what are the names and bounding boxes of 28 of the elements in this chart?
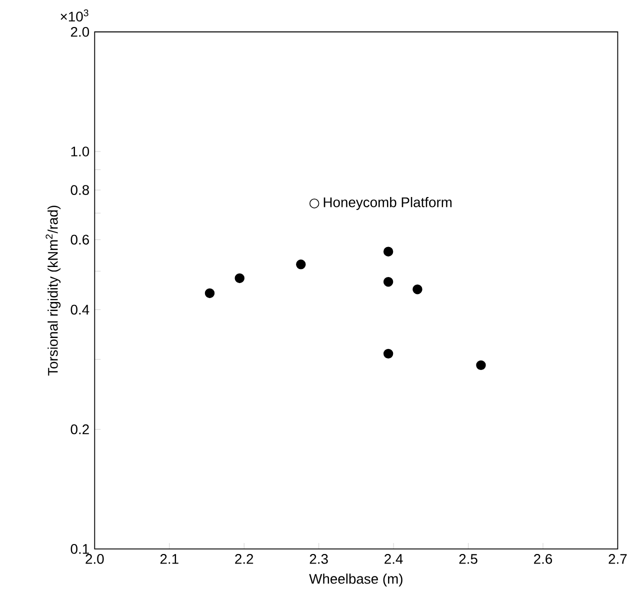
x-tick-label: 2.2	[235, 554, 254, 564]
y-tick-label: 0.2	[70, 424, 89, 434]
y-tick-label: 0.4	[70, 304, 90, 315]
y-axis-title: Torsional rigidity (kNm$^{2}$/rad)	[46, 206, 61, 376]
x-tick-label: 2.3	[310, 554, 328, 564]
point	[476, 360, 486, 370]
point	[204, 288, 215, 298]
point	[383, 277, 394, 287]
x-axis-title: Wheelbase (m)	[309, 574, 402, 587]
series-label: Honeycomb Platform	[324, 197, 452, 210]
y-tick-label: 0.6	[70, 234, 89, 245]
y-tick-label: 0.1	[70, 544, 89, 554]
y-tick-label: 0.8	[70, 185, 89, 196]
y-tick-label: 2.0	[70, 27, 90, 37]
y-tick-label: 1.0	[71, 146, 90, 157]
x-tick-label: 2.4	[384, 554, 403, 564]
x-tick-label: 2.1	[160, 554, 178, 564]
point	[296, 260, 306, 270]
text: ×10$^{3}$	[60, 10, 88, 22]
x-tick-label: 2.0	[86, 554, 104, 564]
point	[383, 348, 394, 359]
x-tick-label: 2.6	[534, 554, 552, 564]
point	[309, 198, 320, 208]
x-tick-label: 2.7	[608, 554, 627, 564]
point	[383, 246, 394, 257]
x-tick-label: 2.5	[459, 554, 478, 564]
point	[412, 284, 422, 294]
point	[234, 273, 244, 284]
